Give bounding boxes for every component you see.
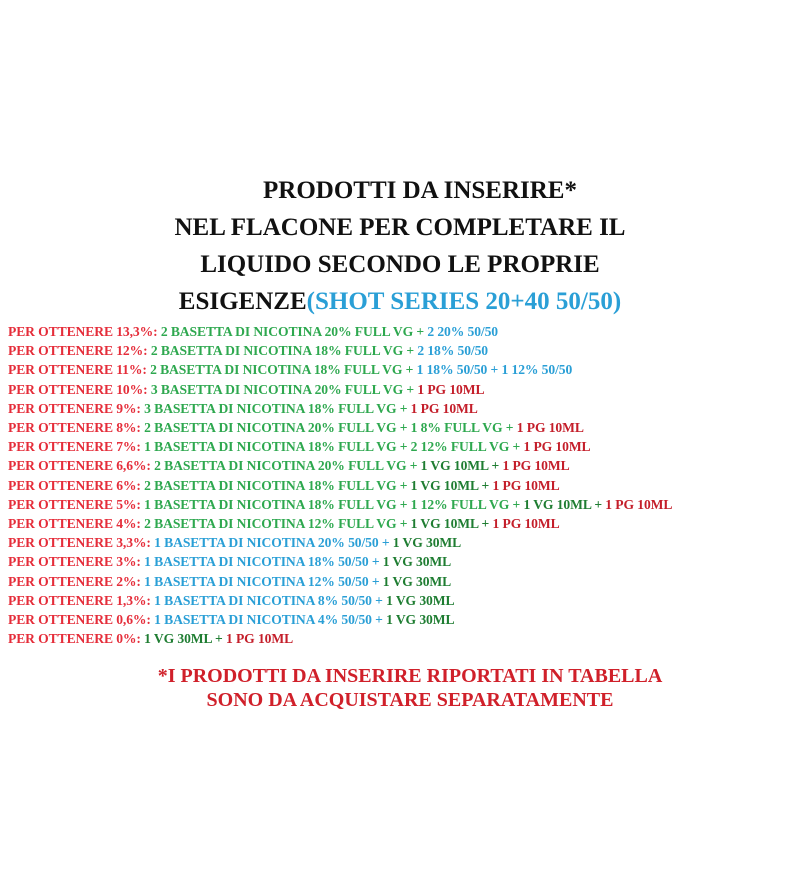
- recipe-target: Per ottenere 6,6%:: [8, 458, 155, 474]
- recipe-component: 1 VG 30ml: [382, 554, 452, 570]
- recipe-list: Per ottenere 13,3%: 2 basetta di nicotin…: [8, 322, 672, 648]
- recipe-row: Per ottenere 8%: 2 basetta di nicotina 2…: [8, 418, 672, 437]
- recipe-component: 1 VG 10ml +: [410, 516, 493, 532]
- recipe-target: Per ottenere 12%:: [8, 343, 151, 359]
- recipe-component: 1 18% 50/50 + 1 12% 50/50: [416, 362, 573, 378]
- recipe-component: 1 basetta di nicotina 4% 50/50 +: [154, 612, 387, 628]
- recipe-component: 1 VG 30ml: [386, 612, 455, 628]
- recipe-row: Per ottenere 6%: 2 basetta di nicotina 1…: [8, 476, 672, 495]
- recipe-component: 1 basetta di nicotina 20% 50/50 +: [154, 535, 393, 551]
- recipe-component: 1 PG 10ml: [523, 439, 591, 455]
- recipe-row: Per ottenere 0,6%: 1 basetta di nicotina…: [8, 610, 672, 629]
- recipe-target: Per ottenere 0,6%:: [8, 612, 155, 628]
- recipe-component: 1 PG 10ml: [410, 400, 478, 416]
- recipe-row: Per ottenere 9%: 3 basetta di nicotina 1…: [8, 399, 672, 418]
- recipe-target: Per ottenere 3,3%:: [8, 535, 155, 551]
- recipe-component: 2 basetta di nicotina 18% full VG +: [150, 362, 417, 378]
- recipe-component: 1 PG 10ml: [417, 381, 485, 397]
- recipe-component: 2 20% 50/50: [427, 324, 499, 339]
- recipe-component: 2 basetta di nicotina 20% full VG +: [154, 458, 421, 474]
- recipe-row: Per ottenere 3%: 1 basetta di nicotina 1…: [8, 552, 672, 571]
- footer-line: sono da acquistare separatamente: [206, 689, 614, 711]
- recipe-target: Per ottenere 1,3%:: [8, 592, 155, 608]
- recipe-component: 1 basetta di nicotina 18% 50/50 +: [144, 554, 383, 570]
- recipe-component: 1 PG 10ml: [492, 516, 560, 532]
- recipe-target: Per ottenere 8%:: [8, 420, 145, 436]
- title-line: Esigenze(Shot Series 20+40 50/50): [0, 283, 800, 320]
- recipe-component: 1 VG 10ml +: [410, 477, 493, 493]
- recipe-row: Per ottenere 0%: 1 VG 30ml + 1 PG 10ml: [8, 629, 672, 648]
- recipe-row: Per ottenere 11%: 2 basetta di nicotina …: [8, 360, 672, 379]
- recipe-component: 1 VG 10ml +: [420, 458, 503, 474]
- recipe-row: Per ottenere 5%: 1 basetta di nicotina 1…: [8, 495, 672, 514]
- title-series-part: (Shot Series 20+40 50/50): [306, 288, 622, 315]
- recipe-component: 1 PG 10ml: [516, 420, 584, 436]
- recipe-target: Per ottenere 0%:: [8, 631, 145, 647]
- recipe-component: 1 VG 30ml: [386, 592, 455, 608]
- footer-note: *I prodotti da inserire riportati in tab…: [0, 664, 800, 712]
- recipe-component: 2 basetta di nicotina 20% full VG + 1 8%…: [144, 420, 517, 436]
- recipe-component: 1 VG 30ml: [392, 535, 462, 551]
- recipe-target: Per ottenere 6%:: [8, 477, 145, 493]
- recipe-target: Per ottenere 10%:: [8, 381, 151, 397]
- recipe-component: 1 VG 30ml +: [144, 631, 226, 647]
- recipe-component: 1 VG 10ml +: [523, 496, 606, 512]
- recipe-row: Per ottenere 12%: 2 basetta di nicotina …: [8, 341, 672, 360]
- recipe-component: 2 18% 50/50: [417, 343, 489, 359]
- footer-line: *I prodotti da inserire riportati in tab…: [157, 665, 663, 687]
- recipe-row: Per ottenere 2%: 1 basetta di nicotina 1…: [8, 572, 672, 591]
- title-line: liquido secondo le proprie: [200, 251, 600, 278]
- recipe-component: 2 basetta di nicotina 18% full VG +: [144, 477, 411, 493]
- recipe-target: Per ottenere 2%:: [8, 573, 145, 589]
- recipe-target: Per ottenere 3%:: [8, 554, 145, 570]
- recipe-component: 2 basetta di nicotina 18% full VG +: [150, 343, 418, 359]
- recipe-component: 1 PG 10ml: [502, 458, 570, 474]
- recipe-component: 2 basetta di nicotina 20% full VG +: [160, 324, 428, 339]
- recipe-target: Per ottenere 4%:: [8, 516, 145, 532]
- recipe-component: 1 VG 30ml: [382, 573, 452, 589]
- page-title: Prodotti da inserire* nel flacone per co…: [0, 172, 800, 320]
- recipe-target: Per ottenere 5%:: [8, 496, 145, 512]
- title-line: nel flacone per completare il: [174, 214, 626, 241]
- recipe-row: Per ottenere 7%: 1 basetta di nicotina 1…: [8, 437, 672, 456]
- recipe-component: 1 PG 10ml: [605, 496, 673, 512]
- recipe-component: 3 basetta di nicotina 20% full VG +: [150, 381, 418, 397]
- recipe-component: 1 PG 10ml: [225, 631, 294, 647]
- recipe-row: Per ottenere 4%: 2 basetta di nicotina 1…: [8, 514, 672, 533]
- recipe-component: 1 basetta di nicotina 18% full VG + 2 12…: [144, 439, 524, 455]
- title-line: Prodotti da inserire*: [263, 177, 577, 204]
- recipe-component: 1 basetta di nicotina 8% 50/50 +: [154, 592, 387, 608]
- recipe-target: Per ottenere 11%:: [8, 362, 151, 378]
- recipe-row: Per ottenere 1,3%: 1 basetta di nicotina…: [8, 591, 672, 610]
- recipe-component: 1 basetta di nicotina 18% full VG + 1 12…: [144, 496, 524, 512]
- recipe-row: Per ottenere 6,6%: 2 basetta di nicotina…: [8, 456, 672, 475]
- recipe-target: Per ottenere 13,3%:: [8, 324, 161, 339]
- recipe-target: Per ottenere 9%:: [8, 400, 145, 416]
- recipe-row: Per ottenere 3,3%: 1 basetta di nicotina…: [8, 533, 672, 552]
- recipe-target: Per ottenere 7%:: [8, 439, 145, 455]
- recipe-component: 2 basetta di nicotina 12% full VG +: [144, 516, 411, 532]
- recipe-row: Per ottenere 13,3%: 2 basetta di nicotin…: [8, 322, 672, 341]
- title-black-part: Esigenze: [178, 288, 307, 315]
- recipe-component: 1 PG 10ml: [492, 477, 560, 493]
- recipe-component: 1 basetta di nicotina 12% 50/50 +: [144, 573, 383, 589]
- recipe-component: 3 basetta di nicotina 18% full VG +: [144, 400, 411, 416]
- recipe-row: Per ottenere 10%: 3 basetta di nicotina …: [8, 380, 672, 399]
